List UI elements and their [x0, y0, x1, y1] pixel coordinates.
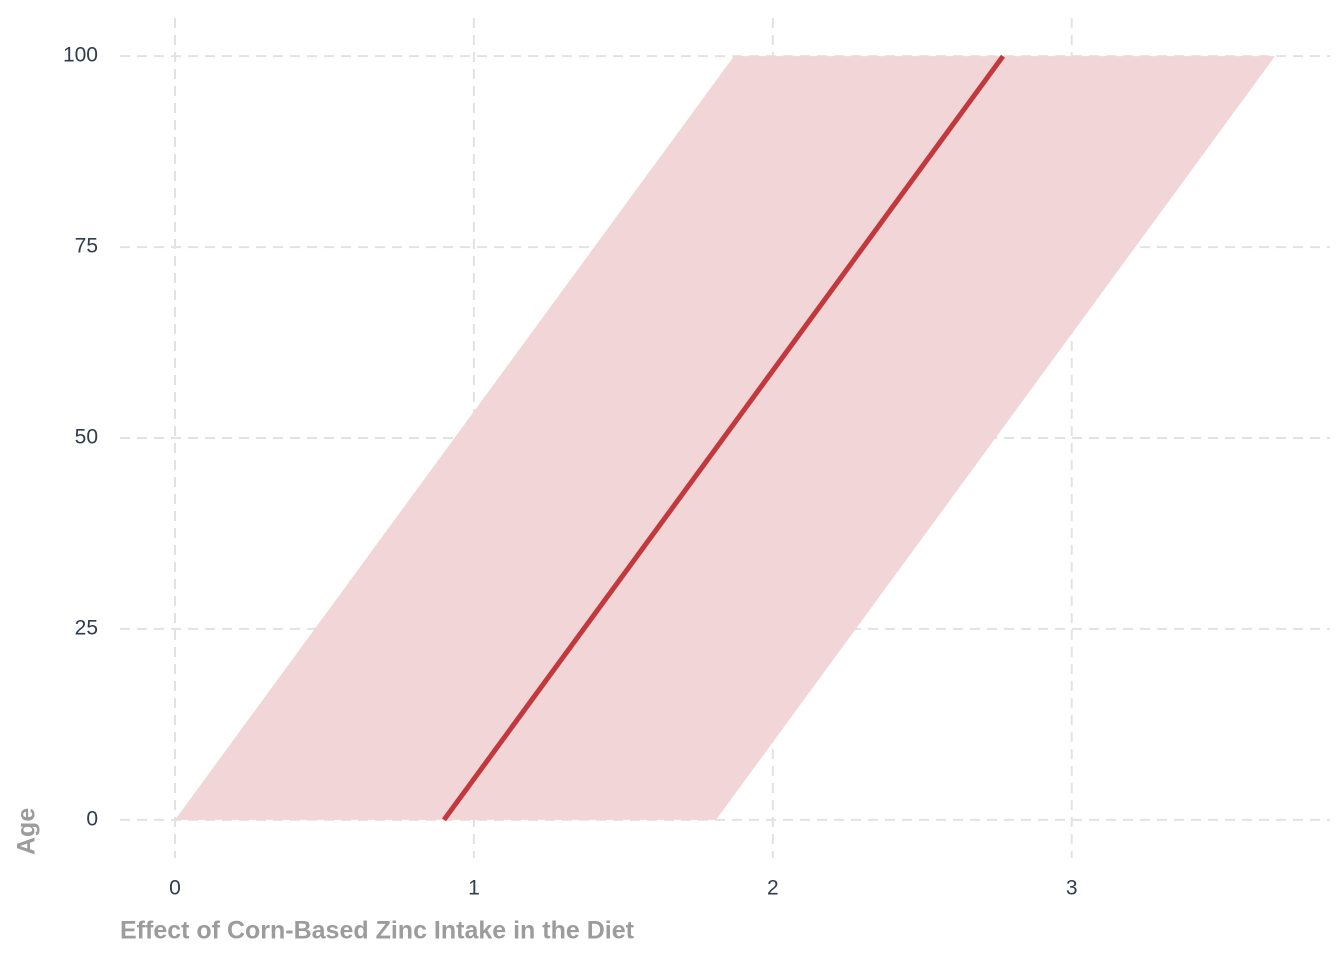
x-tick-label: 2: [767, 877, 779, 900]
x-tick-label: 3: [1066, 877, 1078, 900]
x-axis-title: Effect of Corn-Based Zinc Intake in the …: [120, 917, 635, 945]
y-tick-label: 75: [75, 235, 98, 258]
y-axis-title: Age: [13, 808, 41, 855]
x-tick-label: 0: [169, 877, 181, 900]
y-tick-label: 25: [75, 616, 98, 639]
y-tick-label: 100: [63, 44, 98, 67]
y-tick-label: 50: [75, 426, 98, 449]
y-tick-label: 0: [86, 807, 98, 830]
x-tick-label: 1: [468, 877, 480, 900]
line: [442, 54, 1006, 822]
